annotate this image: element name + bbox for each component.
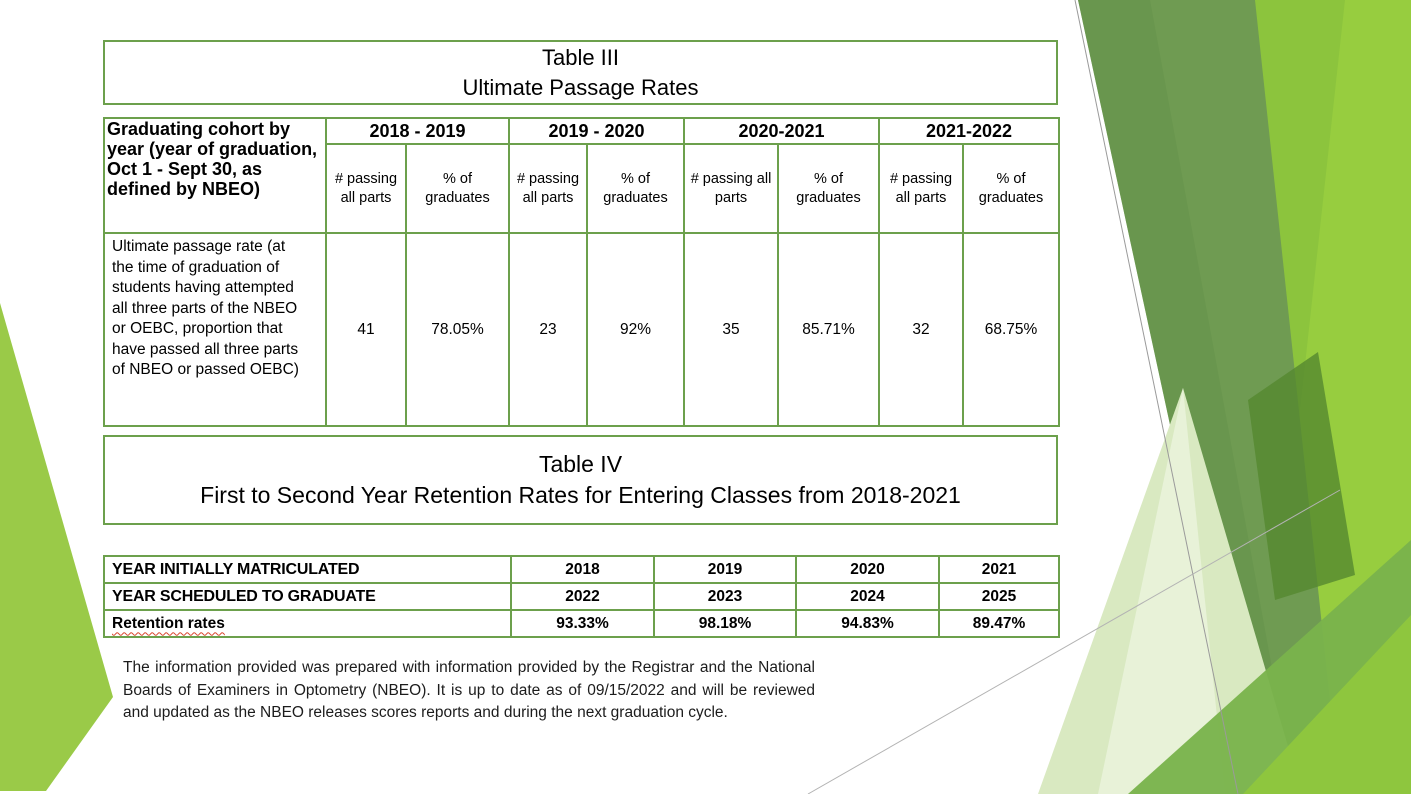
retention-value-cell: 94.83%	[795, 609, 940, 638]
table3-title-line2: Ultimate Passage Rates	[462, 74, 699, 100]
accent-line-diagonal	[807, 489, 1341, 794]
ultimate-passage-rate-label: Ultimate passage rate (at the time of gr…	[103, 232, 327, 427]
retention-value-cell: 2021	[938, 555, 1060, 584]
retention-row-label: YEAR SCHEDULED TO GRADUATE	[103, 582, 512, 611]
table3-title-box: Table III Ultimate Passage Rates	[103, 40, 1058, 105]
retention-value-cell: 2020	[795, 555, 940, 584]
retention-rates-table: YEAR INITIALLY MATRICULATED 2018 2019 20…	[103, 555, 1060, 638]
retention-value-cell: 2022	[510, 582, 655, 611]
facet-bright-corner	[1243, 615, 1411, 794]
retention-value-cell: 2024	[795, 582, 940, 611]
ultimate-passage-rates-table: Graduating cohort by year (year of gradu…	[103, 117, 1060, 427]
subheader-percent-cell: % of graduates	[777, 143, 880, 234]
subheader-passing-cell: # passing all parts	[508, 143, 588, 234]
left-green-blade	[0, 303, 113, 791]
retention-row-label: Retention rates	[103, 609, 512, 638]
value-cell: 78.05%	[405, 232, 510, 427]
retention-value-cell: 2018	[510, 555, 655, 584]
retention-value-cell: 98.18%	[653, 609, 797, 638]
cohort-header-cell: Graduating cohort by year (year of gradu…	[103, 117, 327, 234]
value-cell: 23	[508, 232, 588, 427]
retention-value-cell: 2019	[653, 555, 797, 584]
retention-row-label: YEAR INITIALLY MATRICULATED	[103, 555, 512, 584]
value-cell: 85.71%	[777, 232, 880, 427]
subheader-percent-cell: % of graduates	[962, 143, 1060, 234]
table3-title-line1: Table III	[541, 44, 620, 70]
retention-value-cell: 2025	[938, 582, 1060, 611]
year-group-header: 2019 - 2020	[508, 117, 685, 145]
accent-line-vertical	[1074, 0, 1239, 794]
value-cell: 32	[878, 232, 964, 427]
facet-dark-overlap	[1248, 352, 1355, 600]
table4-title-line1: Table IV	[538, 451, 623, 477]
value-cell: 92%	[586, 232, 685, 427]
year-group-header: 2018 - 2019	[325, 117, 510, 145]
value-cell: 68.75%	[962, 232, 1060, 427]
table4-title-box: Table IV First to Second Year Retention …	[103, 435, 1058, 525]
year-group-header: 2021-2022	[878, 117, 1060, 145]
retention-value-cell: 89.47%	[938, 609, 1060, 638]
subheader-passing-cell: # passing all parts	[878, 143, 964, 234]
retention-rates-misspell-squiggle: Retention rates	[112, 614, 225, 632]
subheader-percent-cell: % of graduates	[405, 143, 510, 234]
facet-pale-wedge-light	[1098, 388, 1225, 794]
value-cell: 41	[325, 232, 407, 427]
value-cell: 35	[683, 232, 779, 427]
footnote-text: The information provided was prepared wi…	[123, 659, 815, 721]
subheader-passing-cell: # passing all parts	[683, 143, 779, 234]
retention-value-cell: 93.33%	[510, 609, 655, 638]
retention-value-cell: 2023	[653, 582, 797, 611]
year-group-header: 2020-2021	[683, 117, 880, 145]
table4-title-line2: First to Second Year Retention Rates for…	[200, 482, 961, 508]
subheader-passing-cell: # passing all parts	[325, 143, 407, 234]
subheader-percent-cell: % of graduates	[586, 143, 685, 234]
